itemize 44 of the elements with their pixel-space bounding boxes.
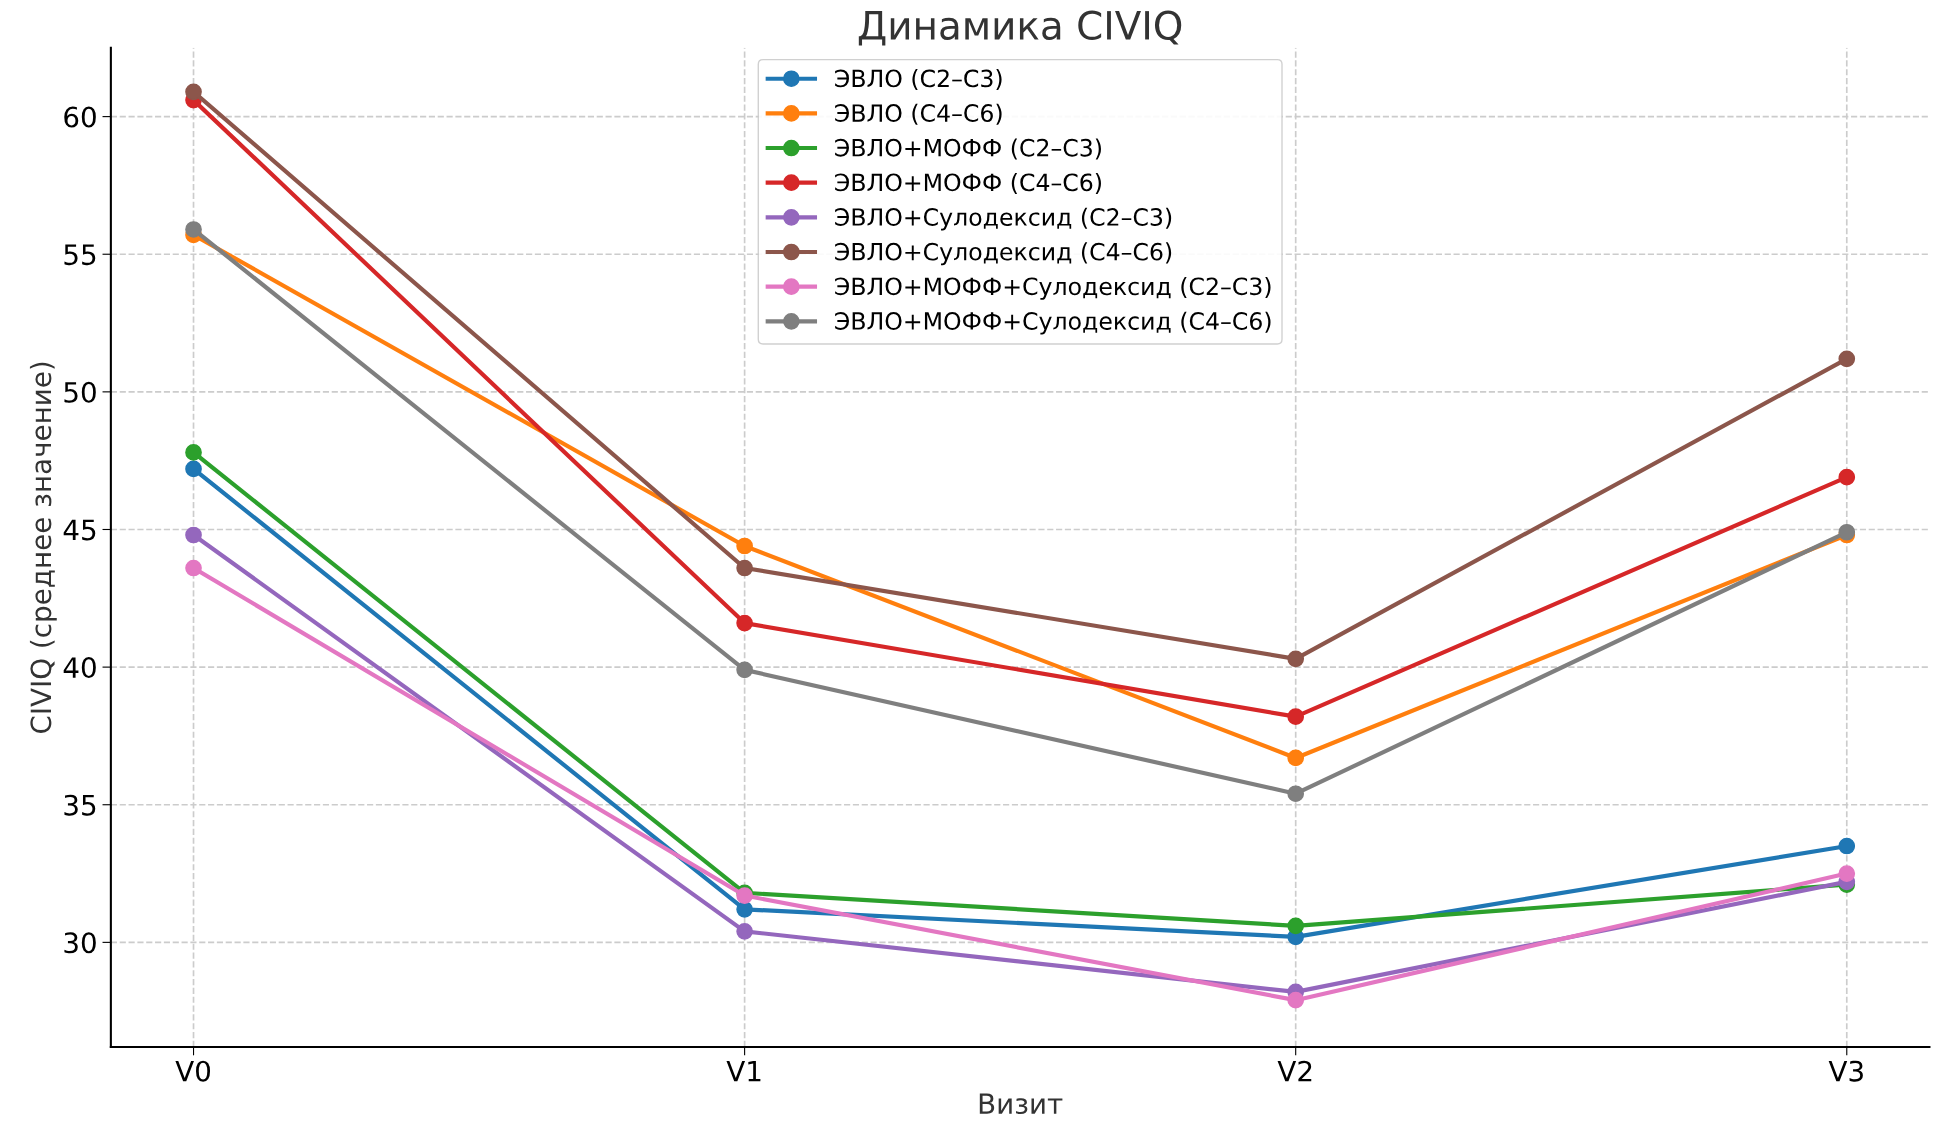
point — [185, 526, 202, 544]
point — [736, 537, 753, 555]
y-tick-label: 50 — [64, 381, 96, 403]
point — [185, 83, 202, 101]
point — [1838, 468, 1856, 486]
legend-label: ЭВЛО (C4–C6) — [835, 103, 1002, 125]
legend-label: ЭВЛО+МОФФ+Сулодексид (C2–C3) — [835, 277, 1271, 300]
y-tick-label: 30 — [64, 932, 96, 954]
point — [736, 559, 753, 577]
legend-label: ЭВЛО (C2–C3) — [835, 69, 1002, 91]
legend-label: ЭВЛО+МОФФ+Сулодексид (C4–C6) — [835, 311, 1271, 335]
point — [185, 221, 202, 238]
point — [1287, 708, 1305, 725]
point — [185, 444, 202, 461]
point — [185, 460, 202, 478]
y-tick-label: 40 — [63, 657, 96, 679]
legend-label: ЭВЛО+Сулодексид (C4–C6) — [835, 242, 1172, 266]
y-tick-label: 45 — [63, 519, 96, 541]
y-tick-label: 55 — [64, 244, 96, 266]
point — [1838, 350, 1856, 368]
x-axis-title: Визит — [979, 1093, 1063, 1115]
point — [1838, 865, 1856, 882]
legend-label: ЭВЛО+МОФФ (C2–C3) — [835, 138, 1101, 160]
point — [1287, 650, 1305, 668]
point — [1838, 837, 1856, 855]
legend-label: ЭВЛО+Сулодексид (C2–C3) — [835, 207, 1172, 231]
y-tick-label: 35 — [64, 794, 96, 816]
point — [736, 661, 753, 679]
x-tick-label: V2 — [1277, 1060, 1312, 1082]
chart-title: Динамика CIVIQ — [858, 10, 1182, 46]
point — [1287, 785, 1305, 803]
x-tick-label: V3 — [1828, 1060, 1863, 1082]
x-tick-label: V1 — [726, 1061, 761, 1082]
point — [736, 901, 753, 918]
point — [736, 923, 753, 940]
point — [1287, 749, 1305, 767]
x-tick-label: V0 — [175, 1060, 211, 1082]
y-axis-title: CIVIQ (среднее значение) — [29, 362, 57, 733]
point — [185, 559, 202, 577]
point — [1287, 917, 1305, 935]
y-tick-label: 60 — [64, 106, 96, 128]
point — [736, 614, 753, 632]
legend-label: ЭВЛО+МОФФ (C4–C6) — [835, 173, 1101, 195]
point — [1287, 991, 1305, 1009]
